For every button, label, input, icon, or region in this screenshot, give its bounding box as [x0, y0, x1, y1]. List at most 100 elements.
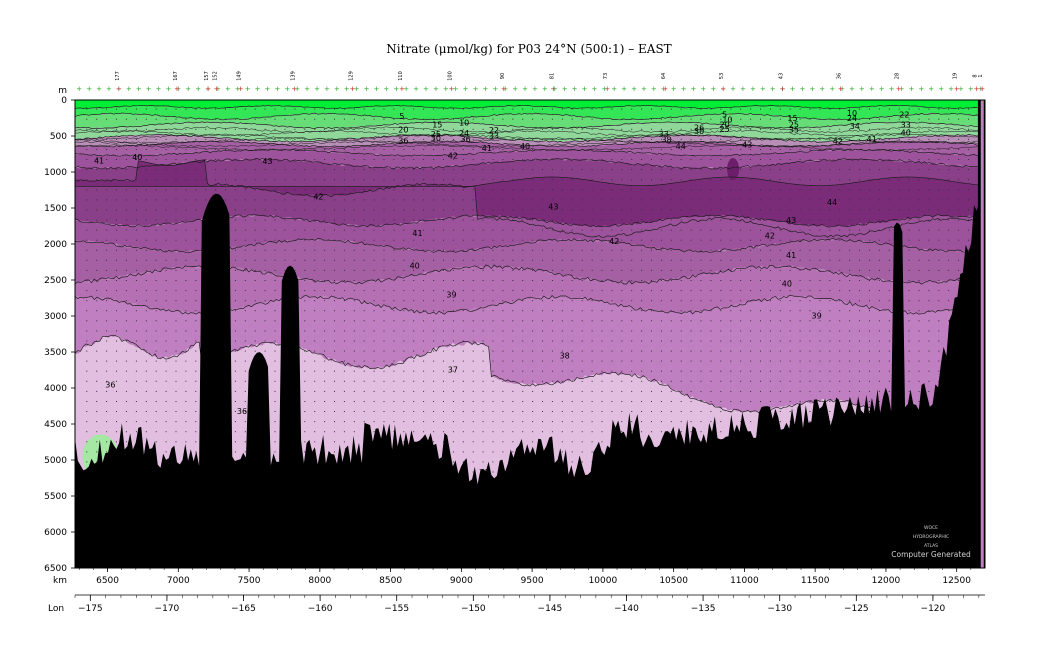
- km-tick-label: 11500: [801, 576, 830, 586]
- station-cross: +: [601, 85, 607, 93]
- contour-label: 10: [459, 118, 469, 127]
- contour-label: 43: [548, 203, 558, 212]
- station-cross: +: [443, 85, 449, 93]
- station-label: 81: [549, 73, 555, 79]
- station-cross: +: [671, 85, 677, 93]
- station-cross: +: [790, 85, 796, 93]
- contour-label: 36: [479, 468, 489, 477]
- contour-label: 38: [560, 352, 570, 361]
- band-thermocline: [75, 140, 985, 157]
- station-cross: +: [294, 85, 300, 93]
- station-label: 73: [603, 73, 609, 79]
- station-cross: +: [344, 85, 350, 93]
- station-cross-labeled: +: [116, 85, 122, 93]
- band-15-25: [75, 113, 985, 129]
- station-cross-labeled: +: [838, 85, 844, 93]
- axes: 0 500 1000 1500 2000 2500 3000 3500 4000 4500 5000…: [44, 86, 985, 614]
- lon-tick-label: −175: [78, 604, 103, 614]
- station-cross: +: [651, 85, 657, 93]
- contour-label: 20: [398, 126, 408, 135]
- contour-label: 36: [105, 380, 115, 389]
- station-cross: +: [948, 85, 954, 93]
- station-cross: +: [859, 85, 865, 93]
- station-cross: +: [364, 85, 370, 93]
- contour-label: 33: [901, 120, 911, 129]
- station-cross: +: [552, 85, 558, 93]
- station-cross: +: [631, 85, 637, 93]
- surface-contour-line: [75, 133, 985, 141]
- station-cross: +: [314, 85, 320, 93]
- station-cross-labeled: +: [780, 85, 786, 93]
- station-cross: +: [393, 85, 399, 93]
- depth-tick-label: 3500: [44, 348, 67, 358]
- km-tick-label: 8000: [308, 576, 331, 586]
- km-tick-label: 6500: [96, 576, 119, 586]
- station-cross-labeled: +: [349, 85, 355, 93]
- km-tick-label: 9000: [450, 576, 473, 586]
- contour-label: 33: [489, 131, 499, 140]
- contour-label: 22: [899, 110, 909, 119]
- station-cross: +: [968, 85, 974, 93]
- band-0-5: [75, 100, 985, 109]
- watermark-line: WOCE: [924, 525, 938, 531]
- station-cross: +: [116, 85, 122, 93]
- contour-label: 36: [461, 135, 471, 144]
- station-cross: +: [225, 85, 231, 93]
- station-cross: +: [463, 85, 469, 93]
- contour-label: 22: [489, 126, 499, 135]
- contour-label: 42: [609, 237, 619, 246]
- contour-line-m43b: [75, 186, 985, 238]
- station-cross: +: [829, 85, 835, 93]
- station-cross: +: [978, 85, 984, 93]
- station-cross: +: [770, 85, 776, 93]
- station-label: 36: [837, 73, 843, 79]
- contour-label: 39: [446, 290, 456, 299]
- lon-tick-label: −120: [921, 604, 946, 614]
- deep-38-patch: [837, 326, 985, 363]
- station-cross: +: [740, 85, 746, 93]
- contour-label: 35: [789, 126, 799, 135]
- contour-label: 39: [811, 311, 821, 320]
- lon-tick-label: −155: [384, 604, 409, 614]
- station-label: 149: [237, 71, 243, 81]
- station-cross: +: [453, 85, 459, 93]
- station-cross: +: [482, 85, 488, 93]
- lon-tick-label: −145: [538, 604, 563, 614]
- station-cross-labeled: +: [214, 85, 220, 93]
- surface-contour-line: [75, 126, 985, 133]
- station-cross-labeled: +: [954, 85, 960, 93]
- station-cross: +: [532, 85, 538, 93]
- station-cross: +: [899, 85, 905, 93]
- station-cross-labeled: +: [501, 85, 507, 93]
- contour-label: 42: [765, 231, 775, 240]
- km-tick-label: 10500: [659, 576, 688, 586]
- station-cross: +: [522, 85, 528, 93]
- km-tick-label: 8500: [379, 576, 402, 586]
- contour-label: 43: [262, 157, 272, 166]
- station-cross: +: [383, 85, 389, 93]
- contour-label: 41: [867, 135, 877, 144]
- band-25-35: [75, 121, 985, 143]
- km-tick-label: 7000: [167, 576, 190, 586]
- watermark-line: ATLAS: [924, 543, 938, 549]
- station-cross-labeled: +: [550, 85, 556, 93]
- contour-label: 26: [694, 123, 704, 132]
- contour-label: 43: [786, 216, 796, 225]
- station-cross: +: [938, 85, 944, 93]
- station-cross: +: [146, 85, 152, 93]
- contour-label: 36: [398, 136, 408, 145]
- depth-tick-label: 4500: [44, 420, 67, 430]
- station-cross: +: [928, 85, 934, 93]
- station-cross: +: [661, 85, 667, 93]
- depth-tick-label: 500: [50, 132, 67, 142]
- station-cross: +: [621, 85, 627, 93]
- station-cross: +: [849, 85, 855, 93]
- station-cross: +: [611, 85, 617, 93]
- station-label: 177: [115, 71, 121, 81]
- station-label: 152: [213, 71, 219, 81]
- station-cross: +: [809, 85, 815, 93]
- lon-tick-label: −150: [461, 604, 486, 614]
- contour-label: 40: [410, 262, 420, 271]
